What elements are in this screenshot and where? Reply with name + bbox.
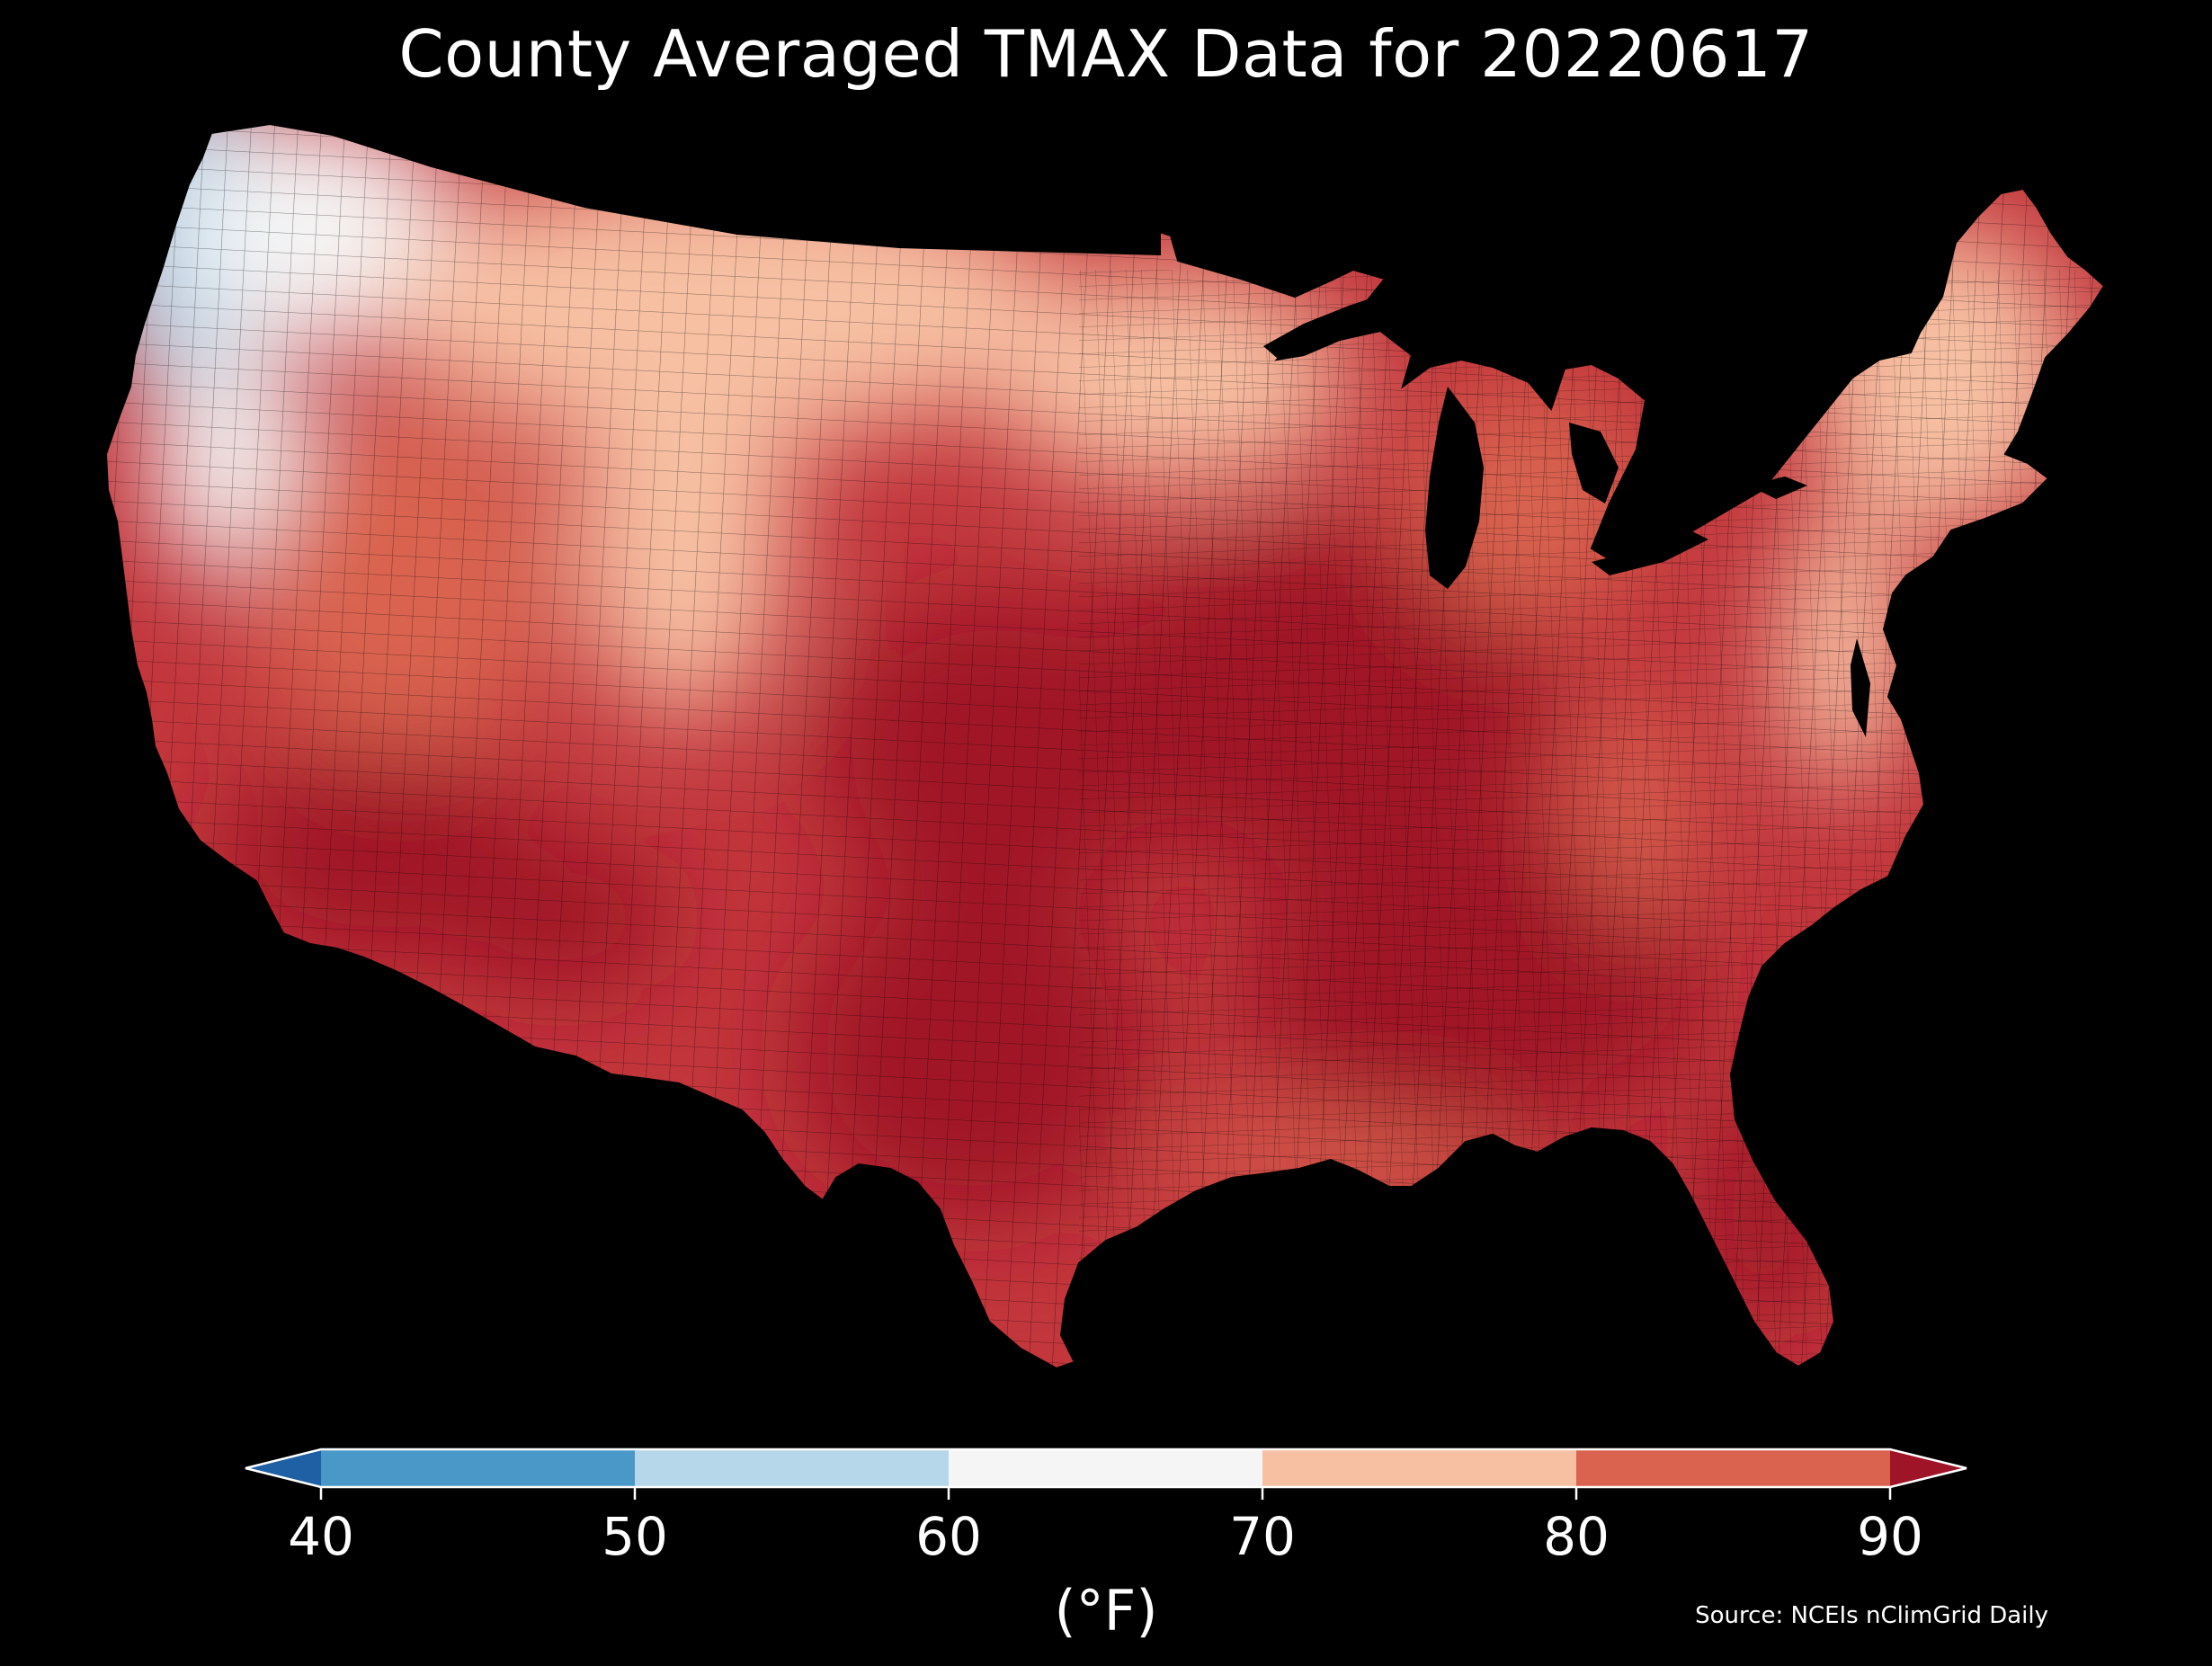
colorbar-bin [1576, 1449, 1891, 1487]
colorbar-bin [1262, 1449, 1577, 1487]
county-boundaries-east [1079, 270, 2104, 1368]
source-note: Source: NCEIs nClimGrid Daily [1695, 1602, 2048, 1629]
colorbar-tick-label: 90 [1857, 1506, 1923, 1567]
colorbar [245, 1448, 1967, 1500]
lake-huron [1569, 423, 1619, 503]
colorbar-bin [321, 1449, 636, 1487]
colorbar-tick-label: 80 [1543, 1506, 1610, 1567]
colorbar-tick-label: 40 [288, 1506, 354, 1567]
lake-erie [1592, 530, 1708, 575]
colorbar-lower-extension [245, 1449, 321, 1487]
us-outline [104, 122, 2106, 1370]
lake-superior [1263, 297, 1385, 358]
colorbar-bin [635, 1449, 950, 1487]
chesapeake-bay [1851, 638, 1870, 737]
colorbar-tick-label: 50 [602, 1506, 668, 1567]
map-title: County Averaged TMAX Data for 20220617 [398, 16, 1814, 92]
lake-michigan [1425, 387, 1484, 589]
colorbar-units-label: (°F) [1054, 1578, 1158, 1644]
colorbar-tick-label: 70 [1229, 1506, 1296, 1567]
lake-ontario [1749, 477, 1807, 499]
colorbar-upper-extension [1890, 1449, 1967, 1487]
colorbar-tick-label: 60 [915, 1506, 982, 1567]
colorbar-bin [949, 1449, 1263, 1487]
